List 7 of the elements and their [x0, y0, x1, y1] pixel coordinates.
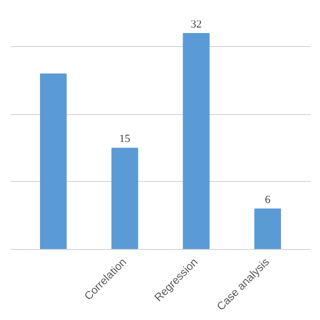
bar: [40, 73, 67, 250]
bar: [254, 208, 281, 250]
data-label: 6: [264, 194, 271, 206]
data-label: 15: [119, 133, 131, 146]
bar: [182, 32, 210, 250]
data-label: 32: [190, 18, 202, 30]
bar: [111, 148, 138, 250]
